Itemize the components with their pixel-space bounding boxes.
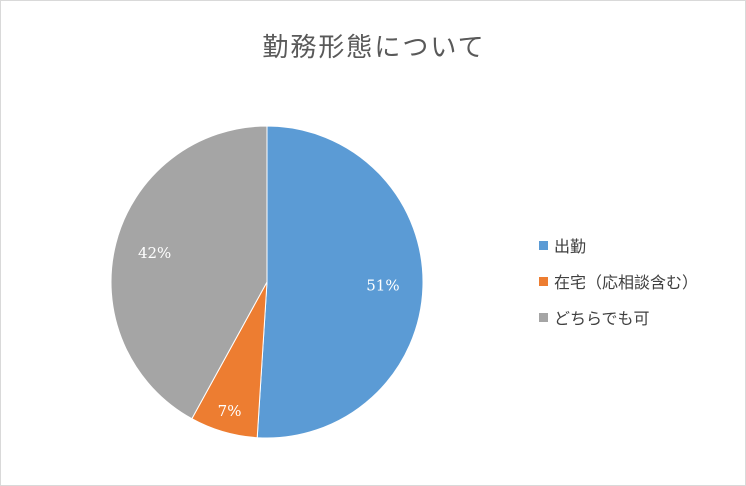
data-label-2: 42% <box>138 244 171 262</box>
pie-slice-0 <box>256 125 424 439</box>
legend-label-2: どちらでも可 <box>554 309 650 328</box>
legend-label-0: 出勤 <box>554 237 587 256</box>
data-label-0: 51% <box>366 277 399 295</box>
legend-item-2: どちらでも可 <box>539 307 698 328</box>
data-label-1: 7% <box>218 402 242 420</box>
legend-item-0: 出勤 <box>539 235 698 256</box>
legend-item-1: 在宅（応相談含む） <box>539 271 699 292</box>
legend-swatch-2 <box>539 312 548 322</box>
pie-slice-2 <box>110 125 268 420</box>
legend-swatch-1 <box>539 276 548 286</box>
legend: 出勤 在宅（応相談含む） どちらでも可 <box>539 235 698 343</box>
legend-swatch-0 <box>539 240 548 250</box>
legend-label-1: 在宅（応相談含む） <box>554 273 699 292</box>
chart-title: 勤務形態について <box>262 33 486 63</box>
